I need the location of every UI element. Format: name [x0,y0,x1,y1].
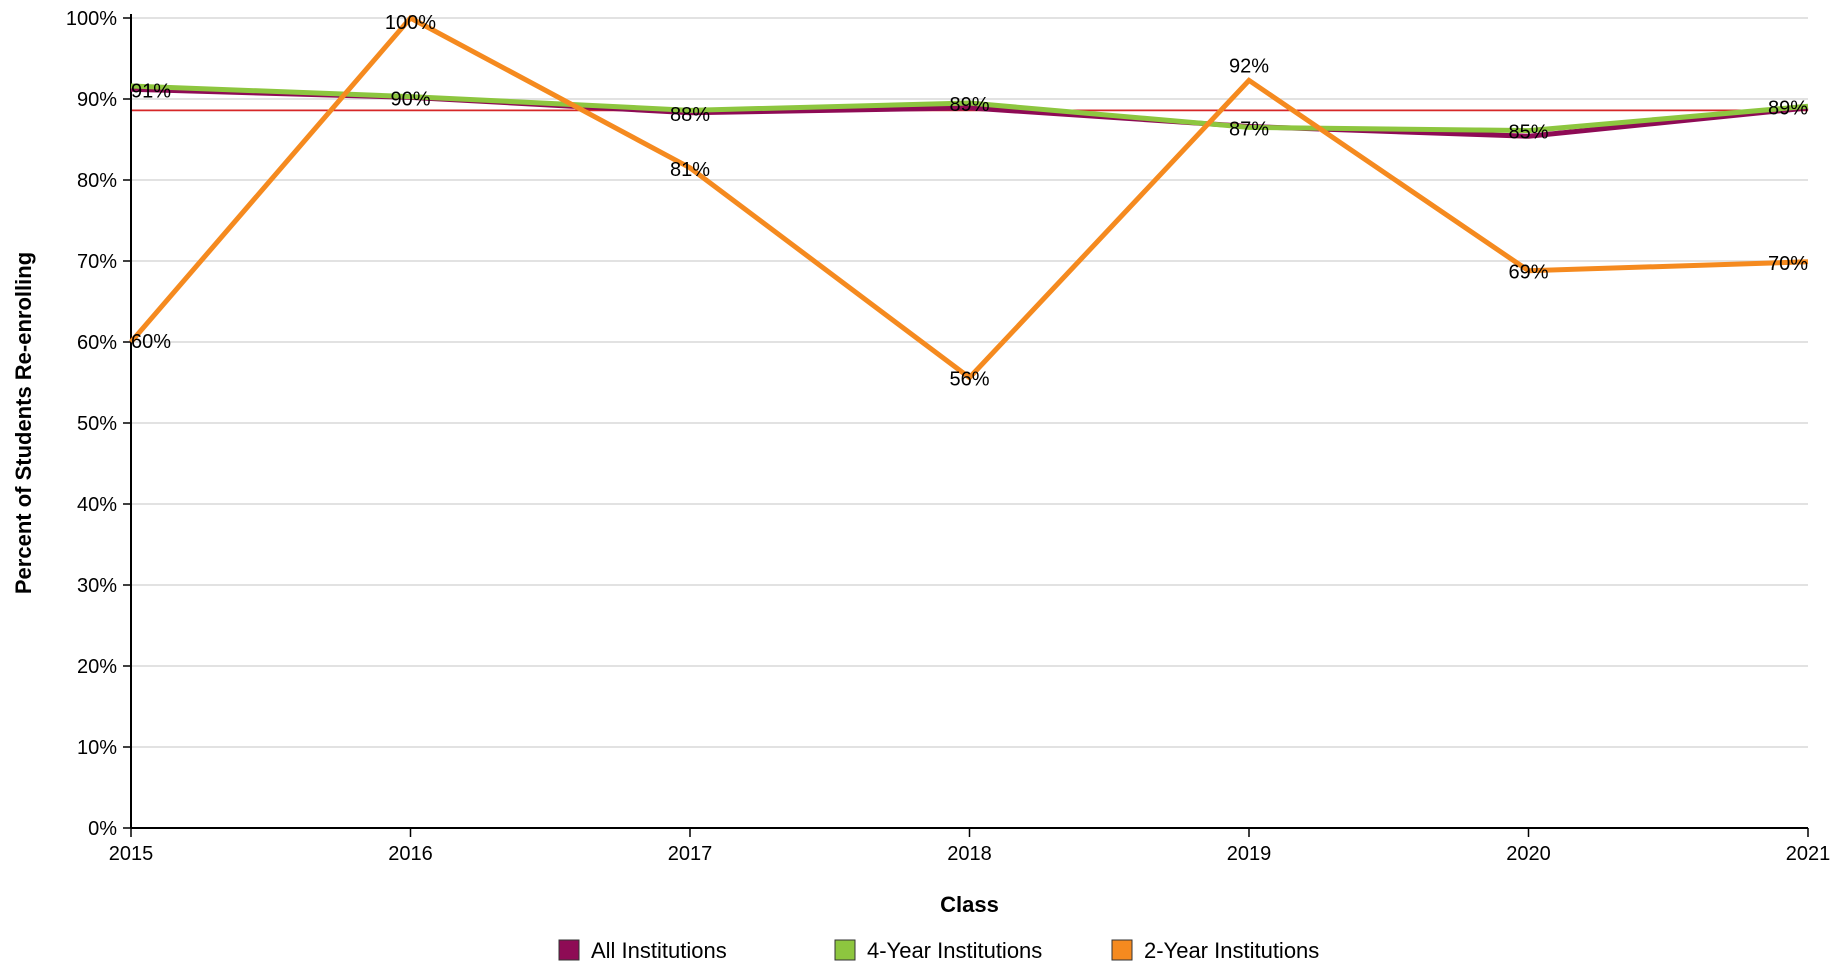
x-tick-label: 2017 [668,843,713,865]
y-tick-label: 0% [88,818,117,840]
y-axis-title: Percent of Students Re-enrolling [11,252,36,594]
data-label: 69% [1508,262,1548,284]
data-label: 60% [131,331,171,353]
grid-lines [131,17,1808,748]
data-label: 70% [1768,253,1808,275]
data-label: 87% [1229,118,1269,140]
data-label: 88% [670,104,710,126]
data-label: 90% [390,88,430,110]
x-axis-title: Class [940,892,999,917]
y-tick-label: 70% [77,251,117,273]
legend-label: 2-Year Institutions [1144,938,1319,963]
data-label: 91% [131,80,171,102]
data-label: 92% [1229,55,1269,77]
data-label: 81% [670,159,710,181]
legend-swatch [1111,939,1133,961]
legend-swatch [834,939,856,961]
y-tick-label: 40% [77,494,117,516]
x-tick-label: 2020 [1506,843,1551,865]
data-label: 89% [1768,97,1808,119]
x-tick-label: 2016 [388,843,433,865]
series-lines [129,14,1809,381]
y-tick-label: 20% [77,656,117,678]
data-label: 85% [1508,122,1548,144]
legend: All Institutions 4-Year Institutions 2-Yea… [558,938,1319,963]
data-label: 100% [385,12,436,34]
legend-label: All Institutions [591,938,727,963]
data-label: 89% [949,94,989,116]
y-tick-label: 60% [77,332,117,354]
y-tick-label: 90% [77,89,117,111]
x-tick-label: 2021 [1786,843,1831,865]
y-tick-label: 100% [66,8,117,30]
y-tick-label: 50% [77,413,117,435]
x-tick-label: 2015 [109,843,154,865]
y-tick-label: 10% [77,737,117,759]
legend-label: 4-Year Institutions [867,938,1042,963]
data-label: 56% [949,369,989,391]
x-tick-label: 2018 [947,843,992,865]
data-labels: 91% 90% 88% 89% 87% 85% 89% 60% 100% 81% 56% 92% 69%… [131,12,1808,391]
legend-swatch [558,939,580,961]
series-line-3 [129,14,1809,381]
axes: 0% 10% 20% 30% 40% 50% 60% 70% 80% 90% 100% 2015 201… [66,8,1830,865]
x-tick-label: 2019 [1227,843,1272,865]
y-tick-label: 80% [77,170,117,192]
y-tick-label: 30% [77,575,117,597]
